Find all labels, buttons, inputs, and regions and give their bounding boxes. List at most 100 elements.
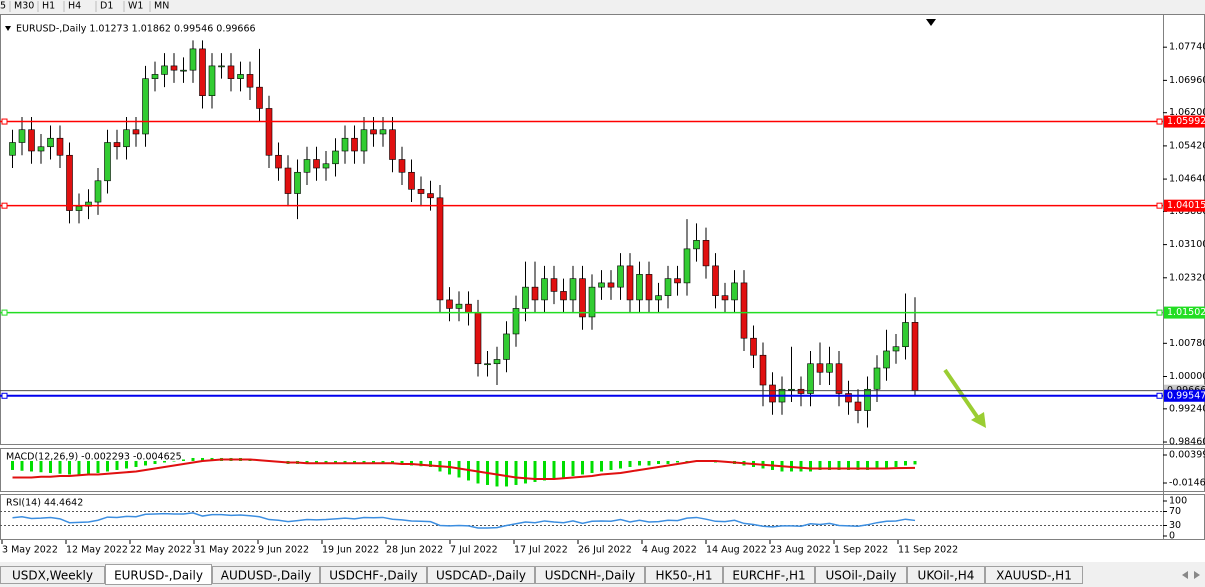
- candle-body: [892, 346, 900, 352]
- tab-label[interactable]: HK50-,H1: [656, 569, 713, 583]
- chart-header: EURUSD-,Daily 1.01273 1.01862 0.99546 0.…: [16, 24, 256, 35]
- rsi-header: RSI(14) 44.4642: [6, 498, 83, 509]
- macd-bar: [866, 460, 869, 470]
- candle-body: [569, 278, 577, 301]
- candle-body: [256, 86, 263, 109]
- tab-label[interactable]: USOil-,Daily: [825, 569, 896, 583]
- timeframe-button[interactable]: MN: [154, 1, 169, 12]
- tab[interactable]: [985, 566, 1083, 584]
- macd-bar: [657, 460, 660, 464]
- candle-body: [626, 265, 634, 301]
- tab-label[interactable]: EURUSD-,Daily: [114, 569, 203, 583]
- x-tick-label: 11 Sep 2022: [898, 545, 958, 556]
- tab-label[interactable]: USDCHF-,Daily: [329, 569, 417, 583]
- macd-bar: [809, 460, 812, 472]
- x-tick-label: 4 Aug 2022: [642, 545, 697, 556]
- macd-bar: [144, 460, 147, 466]
- candle-body: [151, 74, 159, 79]
- candle-body: [246, 74, 254, 88]
- macd-bar: [68, 460, 71, 475]
- tab-label[interactable]: UKOil-,H4: [918, 569, 975, 583]
- y-tick-label: 1.04640: [1169, 174, 1205, 185]
- candle-body: [332, 150, 339, 165]
- tab[interactable]: [212, 566, 320, 584]
- tab[interactable]: [427, 566, 535, 584]
- level-label-bg: [1164, 389, 1205, 402]
- macd-bar: [163, 460, 166, 463]
- candle-body: [398, 159, 406, 173]
- tab[interactable]: [320, 566, 427, 584]
- tab[interactable]: [535, 566, 645, 584]
- y-tick-label: 1.06960: [1169, 75, 1205, 86]
- tab-label[interactable]: USDX,Weekly: [12, 569, 93, 583]
- candle-body: [902, 322, 909, 348]
- macd-bar: [39, 460, 43, 473]
- level-label: 0.99547: [1167, 390, 1205, 401]
- scroll-right[interactable]: [1194, 571, 1200, 579]
- candle-body: [788, 388, 795, 391]
- macd-bar: [49, 460, 52, 473]
- candle-body: [18, 129, 26, 143]
- timeframe-button[interactable]: H4: [68, 1, 81, 12]
- y-tick-label: -0.01469: [1169, 478, 1205, 489]
- candle-body: [655, 295, 662, 301]
- candle-body: [845, 393, 852, 403]
- candle-body: [664, 278, 672, 296]
- macd-bar: [20, 460, 24, 471]
- macd-bar: [571, 460, 575, 476]
- x-tick-label: 9 Jun 2022: [258, 545, 309, 556]
- level-handle: [1, 202, 8, 209]
- macd-bar: [429, 460, 432, 467]
- candle-body: [712, 265, 719, 296]
- timeframe-button[interactable]: H1: [42, 1, 55, 12]
- active-tab[interactable]: [105, 564, 212, 585]
- candle-body: [303, 159, 311, 173]
- macd-bar: [201, 457, 204, 461]
- macd-bar: [381, 460, 385, 464]
- tab-label[interactable]: AUDUSD-,Daily: [221, 569, 311, 583]
- candle-body: [436, 197, 444, 301]
- tab[interactable]: [815, 566, 907, 584]
- tab[interactable]: [645, 566, 723, 584]
- tab[interactable]: [723, 566, 815, 584]
- level-handle: [1156, 118, 1163, 125]
- level-label-bg: [1164, 115, 1205, 128]
- timeframe-button[interactable]: M30: [14, 1, 34, 12]
- candle-body: [360, 129, 368, 152]
- x-tick-label: 17 Jul 2022: [514, 545, 568, 556]
- y-tick-label: 0: [1169, 531, 1175, 542]
- macd-bar: [847, 460, 850, 470]
- x-tick-label: 28 Jun 2022: [386, 545, 443, 556]
- tab[interactable]: [0, 566, 105, 584]
- macd-bar: [638, 460, 641, 466]
- macd-header: MACD(12,26,9) -0.002293 -0.004625: [6, 452, 182, 463]
- macd-bar: [514, 460, 518, 485]
- y-tick-label: 1.06200: [1169, 107, 1205, 118]
- tab[interactable]: [907, 566, 985, 584]
- tab-label[interactable]: XAUUSD-,H1: [996, 569, 1072, 583]
- macd-bar: [419, 460, 423, 467]
- candle-body: [265, 108, 273, 156]
- candle-body: [503, 333, 510, 360]
- tab-label[interactable]: USDCNH-,Daily: [545, 569, 636, 583]
- level-handle: [1156, 309, 1163, 316]
- candle-body: [683, 248, 691, 284]
- candle-body: [579, 278, 586, 318]
- macd-bar: [552, 460, 556, 479]
- macd-bar: [818, 460, 822, 470]
- macd-bar: [543, 460, 546, 481]
- candle-body: [769, 384, 776, 403]
- candle-body: [465, 303, 472, 313]
- tab-label[interactable]: EURCHF-,H1: [732, 569, 805, 583]
- timeframe-button[interactable]: D1: [100, 1, 113, 12]
- tab-label[interactable]: USDCAD-,Daily: [436, 569, 526, 583]
- macd-bar: [87, 460, 90, 474]
- candle-body: [588, 286, 596, 318]
- timeframe-button[interactable]: W1: [128, 1, 143, 12]
- y-tick-label: 30: [1169, 520, 1181, 531]
- timeframe-button[interactable]: 5: [0, 1, 6, 12]
- scroll-left[interactable]: [1182, 571, 1188, 579]
- candle-body: [702, 240, 710, 267]
- x-tick-label: 3 May 2022: [2, 545, 58, 556]
